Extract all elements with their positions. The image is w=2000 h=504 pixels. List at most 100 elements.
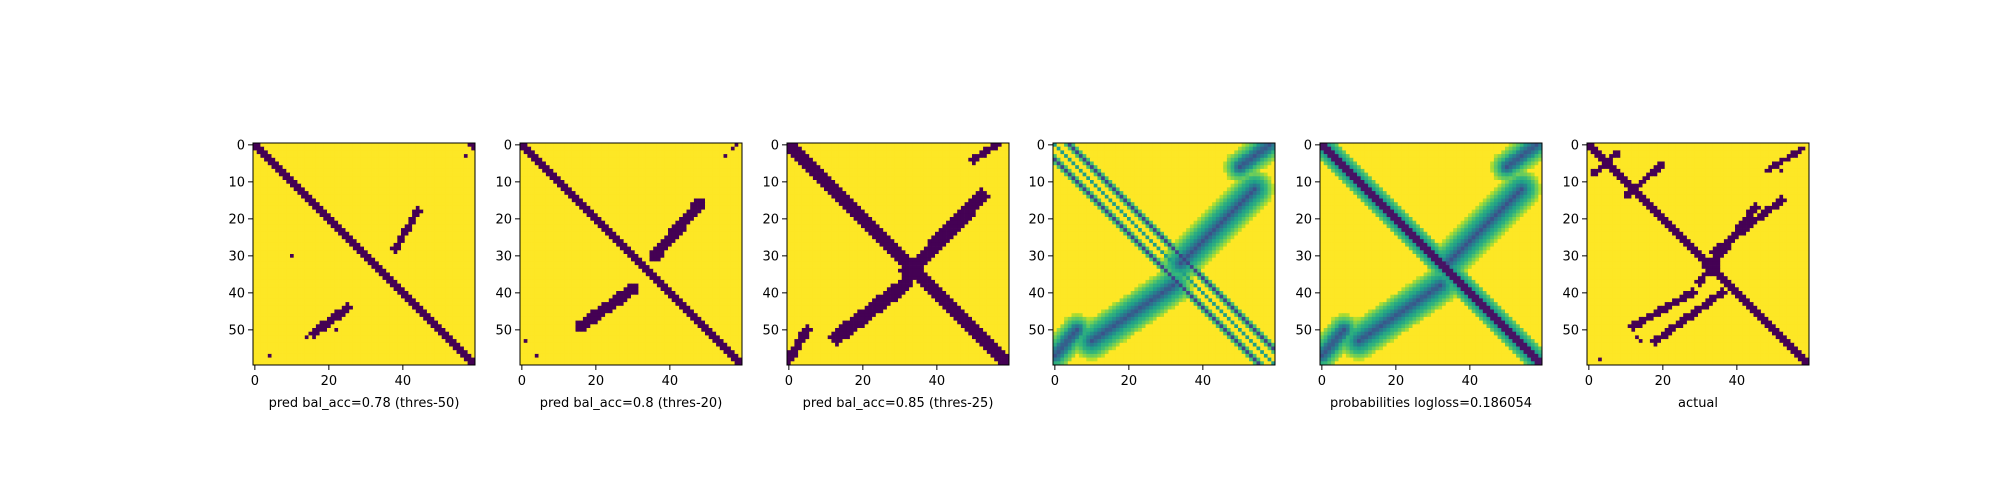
heatmap-cell <box>305 143 309 147</box>
heatmap-cell <box>375 176 379 180</box>
heatmap-cell <box>460 169 464 173</box>
heatmap-cell <box>601 213 605 217</box>
heatmap-cell <box>346 154 350 158</box>
heatmap-cell <box>323 236 327 240</box>
heatmap-cell <box>524 191 528 195</box>
heatmap-cell <box>449 158 453 162</box>
heatmap-cell <box>405 247 409 251</box>
heatmap-cell <box>405 206 409 210</box>
heatmap-cell <box>294 295 298 299</box>
heatmap-cell <box>701 199 705 203</box>
heatmap-cell <box>664 162 668 166</box>
heatmap-cell <box>290 202 294 206</box>
heatmap-cell <box>635 169 639 173</box>
heatmap-cell <box>357 317 361 321</box>
heatmap-cell <box>386 250 390 254</box>
heatmap-cell <box>338 224 342 228</box>
heatmap-cell <box>468 269 472 273</box>
heatmap-cell <box>342 162 346 166</box>
heatmap-cell <box>412 184 416 188</box>
heatmap-cell <box>346 150 350 154</box>
heatmap-cell <box>657 184 661 188</box>
heatmap-cell <box>550 154 554 158</box>
heatmap-cell <box>331 191 335 195</box>
heatmap-cell <box>553 195 557 199</box>
heatmap-cell <box>576 158 580 162</box>
heatmap-cell <box>268 165 272 169</box>
heatmap-cell <box>564 184 568 188</box>
heatmap-cell <box>438 187 442 191</box>
heatmap-cell <box>583 173 587 177</box>
heatmap-cell <box>327 213 331 217</box>
heatmap-cell <box>383 291 387 295</box>
heatmap-cell <box>401 310 405 314</box>
heatmap-cell <box>323 339 327 343</box>
heatmap-cell <box>312 199 316 203</box>
heatmap-cell <box>316 184 320 188</box>
heatmap-cell <box>316 261 320 265</box>
heatmap-cell <box>264 328 268 332</box>
heatmap-cell <box>390 176 394 180</box>
heatmap-cell <box>279 287 283 291</box>
heatmap-cell <box>668 206 672 210</box>
heatmap-cell <box>583 224 587 228</box>
heatmap-cell <box>460 306 464 310</box>
heatmap-cell <box>412 210 416 214</box>
heatmap-cell <box>294 276 298 280</box>
heatmap-cell <box>705 173 709 177</box>
heatmap-cell <box>668 176 672 180</box>
heatmap-cell <box>609 173 613 177</box>
heatmap-cell <box>705 210 709 214</box>
heatmap-cell <box>431 306 435 310</box>
heatmap-cell <box>661 199 665 203</box>
heatmap-cell <box>386 191 390 195</box>
heatmap-cell <box>268 239 272 243</box>
heatmap-cell <box>386 147 390 151</box>
heatmap-cell <box>434 306 438 310</box>
heatmap-cell <box>705 187 709 191</box>
heatmap-cell <box>449 150 453 154</box>
heatmap-cell <box>275 306 279 310</box>
heatmap-cell <box>664 213 668 217</box>
heatmap-cell <box>716 184 720 188</box>
heatmap-cell <box>253 269 257 273</box>
heatmap-cell <box>524 143 528 147</box>
heatmap-cell <box>290 173 294 177</box>
heatmap-cell <box>294 298 298 302</box>
heatmap-cell <box>453 306 457 310</box>
heatmap-cell <box>613 187 617 191</box>
heatmap-cell <box>386 287 390 291</box>
heatmap-cell <box>642 213 646 217</box>
heatmap-cell <box>576 191 580 195</box>
heatmap-cell <box>390 210 394 214</box>
heatmap-cell <box>279 176 283 180</box>
heatmap-cell <box>724 165 728 169</box>
heatmap-cell <box>416 284 420 288</box>
heatmap-cell <box>342 354 346 358</box>
heatmap-cell <box>690 169 694 173</box>
heatmap-cell <box>290 295 294 299</box>
heatmap-cell <box>334 232 338 236</box>
heatmap-cell <box>290 143 294 147</box>
heatmap-cell <box>275 184 279 188</box>
heatmap-cell <box>579 206 583 210</box>
heatmap-cell <box>408 173 412 177</box>
heatmap-cell <box>353 236 357 240</box>
heatmap-cell <box>590 221 594 225</box>
heatmap-cell <box>405 265 409 269</box>
heatmap-cell <box>383 243 387 247</box>
heatmap-cell <box>383 213 387 217</box>
heatmap-cell <box>464 176 468 180</box>
heatmap-cell <box>527 173 531 177</box>
heatmap-cell <box>423 261 427 265</box>
heatmap-cell <box>709 180 713 184</box>
heatmap-cell <box>272 339 276 343</box>
heatmap-cell <box>438 332 442 336</box>
heatmap-cell <box>297 173 301 177</box>
heatmap-cell <box>357 258 361 262</box>
heatmap-cell <box>379 328 383 332</box>
heatmap-cell <box>449 295 453 299</box>
heatmap-cell <box>727 206 731 210</box>
heatmap-cell <box>453 199 457 203</box>
heatmap-cell <box>286 199 290 203</box>
